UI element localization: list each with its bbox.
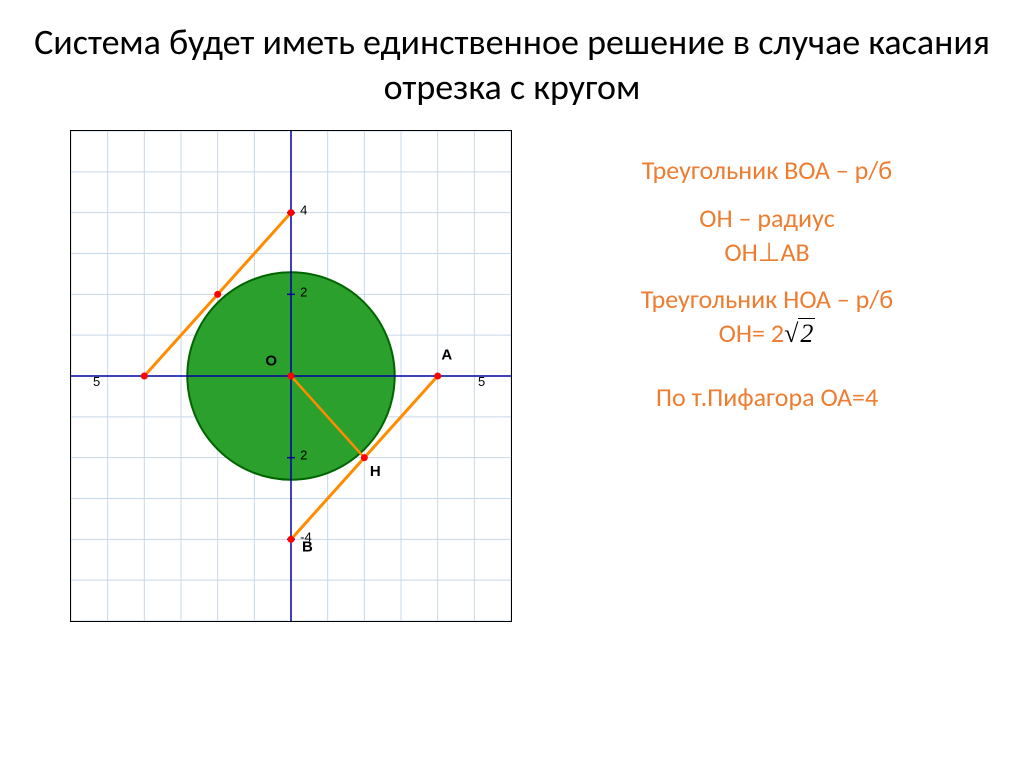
oh-prefix: ОН= 2: [719, 317, 784, 349]
svg-text:4: 4: [300, 203, 307, 218]
sqrt-expr: √2: [784, 318, 815, 348]
annotations-column: Треугольник ВОА – р/б ОН – радиус ОН⊥АВ …: [510, 120, 994, 640]
annotation-triangle-hoa: Треугольник НОА – р/б: [641, 283, 893, 315]
content-row: OAHB55242-4 Треугольник ВОА – р/б ОН – р…: [0, 120, 1024, 640]
svg-text:H: H: [370, 463, 381, 480]
chart-area: OAHB55242-4: [30, 120, 510, 640]
page-title: Система будет иметь единственное решение…: [0, 0, 1024, 120]
annotation-oh-value: ОН= 2√2: [719, 317, 816, 349]
svg-text:5: 5: [478, 374, 485, 389]
chart-border: OAHB55242-4: [70, 130, 512, 622]
annotation-radius: ОН – радиус: [699, 202, 834, 234]
svg-text:A: A: [441, 347, 452, 364]
svg-text:2: 2: [300, 448, 307, 463]
geometry-plot: OAHB55242-4: [71, 131, 511, 621]
svg-text:-4: -4: [300, 529, 312, 544]
svg-text:5: 5: [93, 374, 100, 389]
svg-text:O: O: [265, 353, 277, 370]
annotation-pythagoras: По т.Пифагора ОА=4: [540, 381, 994, 415]
svg-text:2: 2: [300, 284, 307, 299]
annotation-triangle-hoa-block: Треугольник НОА – р/б ОН= 2√2: [540, 283, 994, 351]
sqrt-radicand: 2: [798, 318, 815, 348]
annotation-perp: ОН⊥АВ: [724, 236, 809, 268]
annotation-radius-block: ОН – радиус ОН⊥АВ: [540, 202, 994, 270]
annotation-triangle-boa: Треугольник ВОА – р/б: [540, 154, 994, 188]
